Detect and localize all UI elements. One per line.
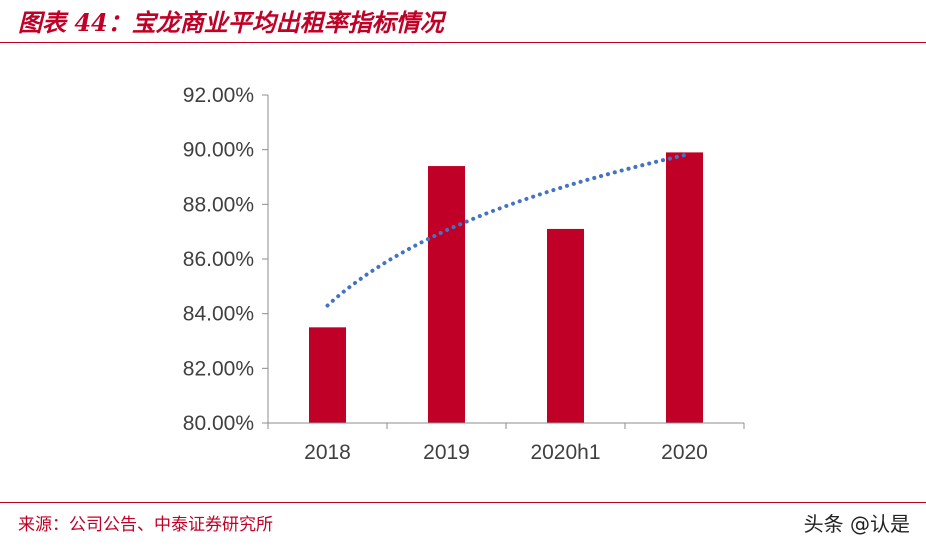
bar-2020	[666, 152, 703, 423]
x-tick-label: 2019	[423, 441, 470, 464]
watermark: 头条 @认是	[803, 512, 910, 536]
x-tick-label: 2020	[661, 441, 708, 464]
bar-chart: 80.00% 82.00% 84.00% 86.00% 88.00% 90.00% 92.0…	[183, 84, 745, 464]
source-divider	[0, 502, 926, 503]
title-divider	[0, 42, 926, 43]
y-tick-label: 90.00%	[183, 139, 254, 162]
y-tick-label: 92.00%	[183, 84, 254, 107]
chart-title: 图表 44：宝龙商业平均出租率指标情况	[18, 8, 444, 37]
y-tick-label: 86.00%	[183, 248, 254, 271]
bar-2019	[428, 166, 465, 424]
y-tick-label: 84.00%	[183, 303, 254, 326]
x-tick-label: 2020h1	[530, 441, 600, 464]
y-tick-label: 88.00%	[183, 193, 254, 216]
x-tick-label: 2018	[304, 441, 351, 464]
y-tick-label: 82.00%	[183, 357, 254, 380]
bar-2018	[309, 327, 346, 423]
y-tick-label: 80.00%	[183, 412, 254, 435]
trend-line	[325, 153, 687, 308]
source-note: 来源：公司公告、中泰证券研究所	[18, 515, 273, 535]
bar-2020h1	[547, 228, 584, 423]
